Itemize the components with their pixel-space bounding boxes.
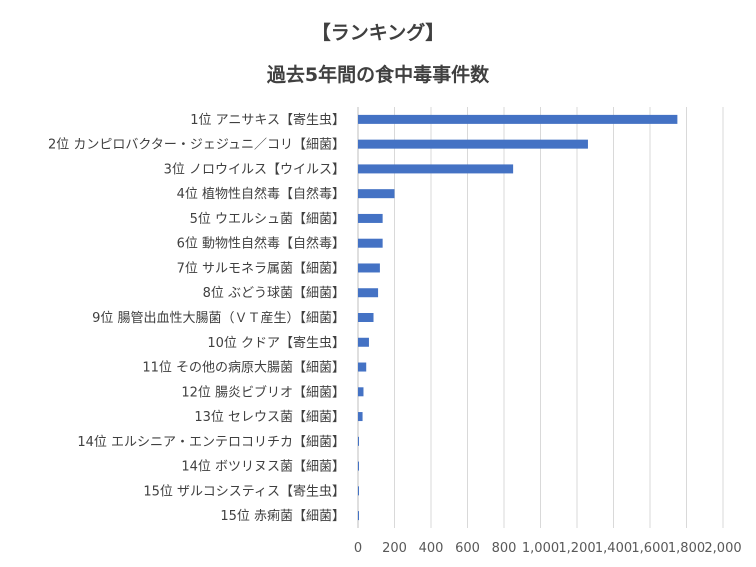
category-label: 12位 腸炎ビブリオ【細菌】 [181,384,345,400]
category-label: 14位 ボツリヌス菌【細菌】 [181,460,345,475]
category-label: 4位 植物性自然毒【自然毒】 [177,186,345,202]
category-label: 8位 ぶどう球菌【細菌】 [203,286,345,301]
x-tick-label: 1,000 [522,541,559,556]
x-tick-label: 800 [492,541,517,556]
category-label: 9位 腸管出血性大腸菌（ＶＴ産生）【細菌】 [92,310,345,326]
bar [358,313,374,322]
category-label: 10位 クドア【寄生虫】 [207,335,345,351]
category-label: 13位 セレウス菌【細菌】 [194,410,345,425]
bar [358,436,359,446]
bar [358,461,359,471]
chart-title: 【ランキング】 [311,22,445,44]
bar [358,362,367,372]
x-tick-label: 2,000 [704,541,741,556]
bar [358,486,359,496]
x-tick-label: 1,600 [631,541,668,556]
x-tick-label: 1,400 [595,541,632,556]
category-label: 7位 サルモネラ属菌【細菌】 [177,261,345,276]
bar [358,164,514,174]
category-label: 1位 アニサキス【寄生虫】 [190,112,345,128]
x-tick-label: 600 [455,541,480,556]
bar [358,412,363,422]
bar [358,387,364,397]
x-tick-label: 200 [382,541,407,556]
bar [358,263,380,273]
category-label: 2位 カンピロバクター・ジェジュニ／コリ【細菌】 [48,138,345,153]
category-label: 15位 ザルコシスティス【寄生虫】 [143,483,345,499]
x-tick-label: 1,200 [558,541,595,556]
x-tick-label: 0 [354,541,362,556]
bar [358,238,383,248]
x-tick-label: 400 [419,541,444,556]
chart-subtitle: 過去5年間の食中毒事件数 [266,64,490,86]
bar [358,139,588,149]
x-tick-label: 1,800 [668,541,705,556]
category-label: 3位 ノロウイルス【ウイルス】 [164,162,345,177]
bar [358,337,369,347]
category-label: 15位 赤痢菌【細菌】 [220,508,345,524]
bar [358,288,379,298]
bar [358,189,395,199]
bar [358,114,678,124]
bar [358,511,359,521]
category-label: 11位 その他の病原大腸菌【細菌】 [142,361,345,376]
category-label: 5位 ウエルシュ菌【細菌】 [190,212,345,227]
category-label: 6位 動物性自然毒【自然毒】 [177,236,345,252]
category-label: 14位 エルシニア・エンテロコリチカ【細菌】 [77,435,345,450]
bar [358,213,383,223]
